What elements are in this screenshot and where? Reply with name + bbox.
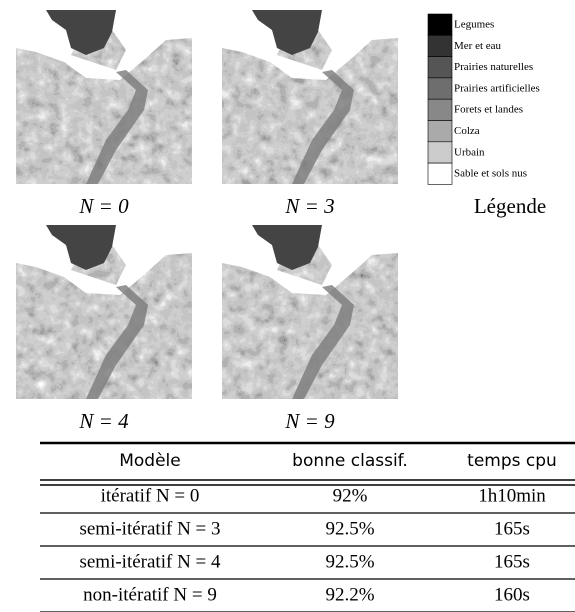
legend-label: Forets et landes bbox=[454, 104, 523, 116]
image-caption: N = 0 bbox=[78, 194, 129, 218]
legend-label: Prairies artificielles bbox=[454, 82, 540, 94]
image-caption: N = 3 bbox=[284, 194, 334, 218]
classification-map bbox=[16, 10, 192, 184]
table-cell: semi-itératif N = 3 bbox=[79, 518, 220, 539]
classification-map bbox=[16, 225, 192, 399]
table-cell: 160s bbox=[494, 584, 530, 605]
table-cell: 92.5% bbox=[325, 551, 374, 572]
legend-title: Légende bbox=[474, 194, 546, 218]
legend-label: Mer et eau bbox=[454, 40, 502, 52]
table-cell: 92.5% bbox=[325, 518, 374, 539]
legend-label: Sable et sols nus bbox=[454, 168, 527, 180]
legend-label: Colza bbox=[454, 125, 480, 137]
legend-swatch bbox=[428, 163, 452, 184]
image-caption: N = 4 bbox=[78, 409, 129, 433]
classification-map bbox=[222, 10, 398, 184]
figure: Légende N = 0 N = 3 N = 4 N = 9 Legumes Mer e… bbox=[0, 0, 575, 612]
legend-swatch bbox=[428, 142, 452, 163]
legend-label: Legumes bbox=[454, 19, 494, 31]
legend-swatch bbox=[428, 99, 452, 120]
legend-swatch bbox=[428, 121, 452, 142]
table-cell: semi-itératif N = 4 bbox=[79, 551, 221, 572]
legend-swatch bbox=[428, 35, 452, 56]
image-caption: N = 9 bbox=[284, 409, 335, 433]
legend-swatch bbox=[428, 78, 452, 99]
legend-swatch bbox=[428, 14, 452, 35]
table-cell: non-itératif N = 9 bbox=[83, 584, 217, 605]
table-cell: 165s bbox=[494, 518, 530, 539]
table-cell: 92.2% bbox=[325, 584, 374, 605]
legend-label: Urbain bbox=[454, 146, 485, 158]
legend-label: Prairies naturelles bbox=[454, 61, 533, 73]
legend-swatch bbox=[428, 57, 452, 78]
table-cell: 165s bbox=[494, 551, 530, 572]
table-header: Modèle bbox=[119, 451, 181, 471]
table-cell: 92% bbox=[333, 485, 368, 506]
table-cell: itératif N = 0 bbox=[101, 485, 200, 506]
classification-map bbox=[222, 225, 398, 399]
table-header: bonne classif. bbox=[292, 451, 408, 471]
table-cell: 1h10min bbox=[478, 485, 546, 506]
table-header: temps cpu bbox=[467, 451, 557, 471]
